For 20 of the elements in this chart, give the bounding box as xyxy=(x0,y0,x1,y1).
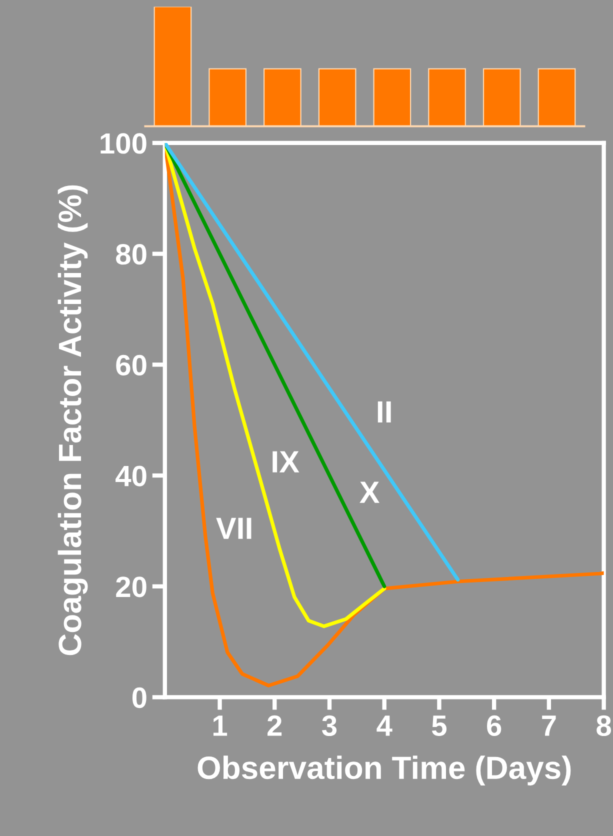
series-label: IX xyxy=(272,451,300,472)
series-label: VII xyxy=(216,518,252,539)
y-tick-label: 40 xyxy=(116,466,146,486)
y-tick-label: 20 xyxy=(116,576,146,598)
x-axis-title: Observation Time (Days) xyxy=(198,756,571,786)
x-tick-label: 3 xyxy=(322,715,337,736)
y-tick-label: 100 xyxy=(100,133,146,154)
x-tick-label: 2 xyxy=(268,715,282,736)
x-tick-label: 1 xyxy=(213,716,228,736)
x-tick-label: 7 xyxy=(542,716,556,736)
y-tick-label: 80 xyxy=(116,244,146,265)
x-tick-label: 6 xyxy=(487,715,502,736)
y-tick-label: 0 xyxy=(132,687,146,708)
x-tick-label: 4 xyxy=(376,716,392,736)
y-axis-title: Coagulation Factor Activity (%) xyxy=(58,185,88,656)
series-label: X xyxy=(360,482,380,503)
x-tick-label: 5 xyxy=(432,716,447,736)
y-tick-label: 60 xyxy=(116,354,146,376)
x-tick-label: 8 xyxy=(596,715,612,736)
series-label: II xyxy=(378,401,391,422)
